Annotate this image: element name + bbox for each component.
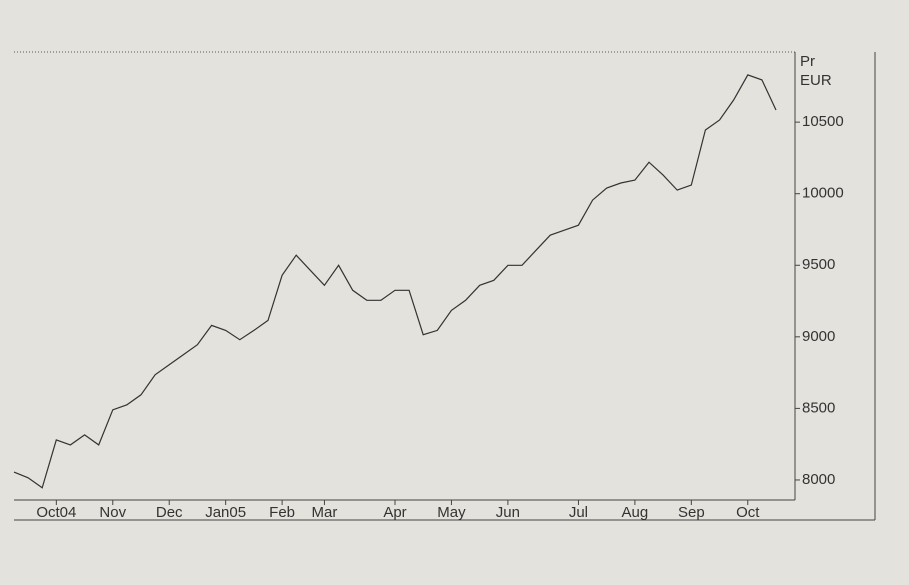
x-tick-label: Dec (156, 504, 183, 521)
x-tick-label: Oct04 (36, 504, 76, 521)
y-tick-label: 8000 (802, 471, 835, 488)
x-tick-label: Oct (736, 504, 760, 521)
x-tick-label: Jan05 (205, 504, 246, 521)
x-tick-label: Apr (383, 504, 406, 521)
y-unit: EUR (800, 72, 832, 89)
x-tick-label: Mar (312, 504, 338, 521)
x-tick-label: Feb (269, 504, 295, 521)
x-tick-label: Nov (99, 504, 126, 521)
y-tick-label: 10500 (802, 113, 844, 130)
x-tick-label: May (437, 504, 466, 521)
x-tick-label: Sep (678, 504, 705, 521)
x-tick-label: Jun (496, 504, 520, 521)
x-tick-label: Aug (622, 504, 649, 521)
y-label: Pr (800, 53, 815, 70)
y-tick-label: 8500 (802, 399, 835, 416)
x-tick-label: Jul (569, 504, 588, 521)
y-tick-label: 9000 (802, 328, 835, 345)
price-line (13, 74, 777, 489)
y-tick-label: 10000 (802, 185, 844, 202)
y-tick-label: 9500 (802, 256, 835, 273)
